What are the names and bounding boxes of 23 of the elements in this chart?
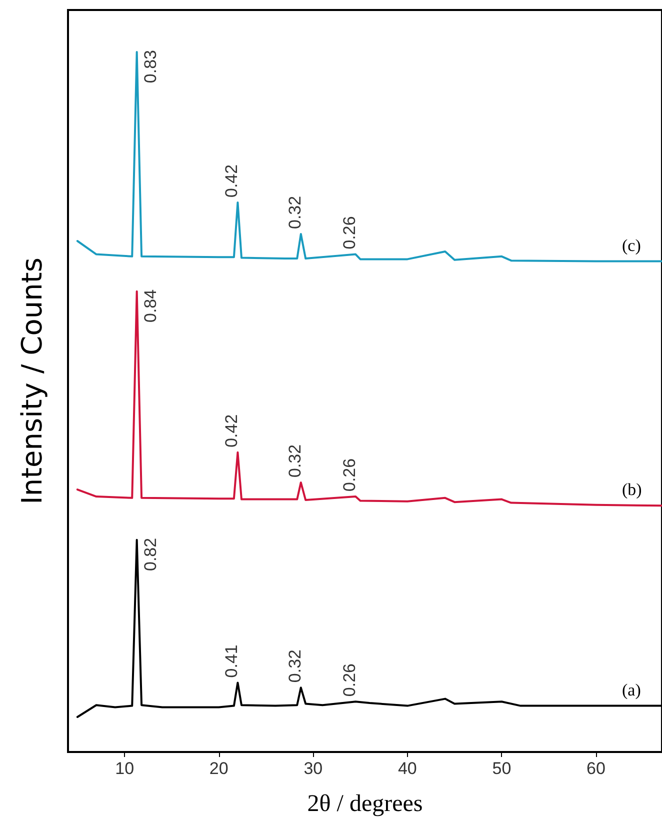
annotation: 0.42 bbox=[222, 414, 242, 448]
x-tick-label: 20 bbox=[209, 759, 228, 778]
annotation: 0.42 bbox=[222, 164, 242, 198]
annotation: 0.84 bbox=[140, 289, 160, 322]
annotation: 0.41 bbox=[222, 644, 242, 678]
x-tick-label: 10 bbox=[115, 759, 134, 778]
annotation: 0.32 bbox=[285, 650, 304, 683]
x-axis-title: 2θ / degrees bbox=[307, 791, 423, 817]
x-tick-label: 40 bbox=[398, 759, 417, 778]
annotation: 0.26 bbox=[340, 458, 360, 492]
annotation: 0.32 bbox=[285, 444, 304, 478]
x-tick-label: 60 bbox=[586, 759, 606, 778]
y-axis-title: Intensity / Counts bbox=[16, 258, 48, 504]
x-tick-label: 50 bbox=[492, 759, 512, 778]
annotation: 0.26 bbox=[340, 664, 360, 697]
x-tick-label: 30 bbox=[304, 759, 323, 778]
annotation: 0.83 bbox=[140, 50, 160, 84]
series-label: (a) bbox=[622, 680, 641, 700]
series-label: (b) bbox=[622, 480, 642, 500]
annotation: 0.32 bbox=[285, 196, 304, 229]
annotation: 0.82 bbox=[140, 538, 160, 571]
annotation: 0.26 bbox=[340, 216, 360, 250]
series-label: (c) bbox=[622, 236, 641, 255]
